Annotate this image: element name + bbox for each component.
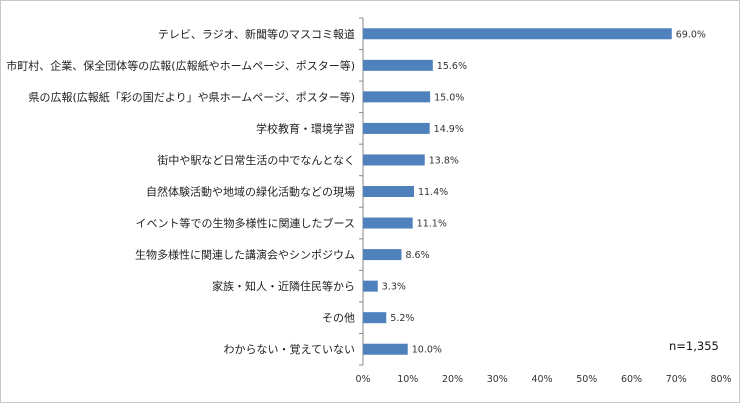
category-label: 国、市町村、企業、保全団体等の広報(広報紙やホームページ、ポスター等) <box>1 58 355 72</box>
x-tick-label: 20% <box>442 374 463 385</box>
category-label: 学校教育・環境学習 <box>256 121 355 135</box>
bar <box>363 28 672 40</box>
bar <box>363 122 430 134</box>
value-label: 8.6% <box>405 250 429 261</box>
bar <box>363 91 431 103</box>
bar <box>363 154 425 166</box>
value-label: 69.0% <box>676 29 706 40</box>
value-label: 15.6% <box>437 61 467 72</box>
bar <box>363 343 408 355</box>
category-label: 街中や駅など日常生活の中でなんとなく <box>157 153 355 167</box>
value-label: 3.3% <box>382 282 406 293</box>
value-label: 10.0% <box>412 345 442 356</box>
bar <box>363 217 413 229</box>
value-label: 15.0% <box>434 92 464 103</box>
x-tick-label: 0% <box>355 374 370 385</box>
value-label: 13.8% <box>429 155 459 166</box>
category-label: その他 <box>322 312 355 325</box>
bar <box>363 186 415 197</box>
category-label: 生物多様性に関連した講演会やシンポジウム <box>135 248 355 262</box>
category-label: 家族・知人・近隣住民等から <box>212 279 355 293</box>
value-label: 11.4% <box>418 187 448 198</box>
category-label: テレビ、ラジオ、新聞等のマスコミ報道 <box>158 27 355 41</box>
value-label: 5.2% <box>390 313 414 324</box>
x-tick-label: 80% <box>710 374 731 385</box>
category-label: 自然体験活動や地域の緑化活動などの現場 <box>146 185 355 199</box>
x-tick-label: 30% <box>487 374 508 385</box>
bar <box>363 312 387 324</box>
x-tick-label: 70% <box>666 374 687 385</box>
x-tick-label: 60% <box>621 374 642 385</box>
value-label: 11.1% <box>417 219 447 230</box>
sample-size-note: n=1,355 <box>669 339 719 353</box>
value-label: 14.9% <box>434 124 464 135</box>
category-label: イベント等での生物多様性に関連したブース <box>136 216 355 230</box>
x-tick-label: 40% <box>531 374 552 385</box>
category-label: 県の広報(広報紙「彩の国だより」や県ホームページ、ポスター等) <box>29 90 355 104</box>
bar <box>363 249 402 261</box>
x-tick-label: 50% <box>576 374 597 385</box>
category-label: わからない・覚えていない <box>224 343 355 356</box>
bar <box>363 280 378 292</box>
bar <box>363 59 433 71</box>
x-tick-label: 10% <box>397 374 418 385</box>
